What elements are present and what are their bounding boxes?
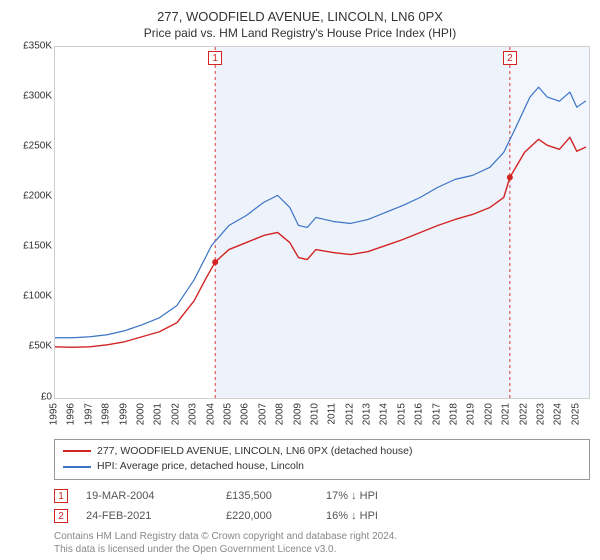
x-tick-label: 2022: [518, 403, 529, 425]
y-tick-label: £250K: [23, 140, 52, 151]
x-tick-label: 2007: [257, 403, 268, 425]
x-tick-label: 2008: [275, 403, 286, 425]
legend-swatch-price-paid: [63, 450, 91, 452]
marker-price-1: £135,500: [226, 490, 326, 502]
x-tick-label: 2010: [309, 403, 320, 425]
x-tick-label: 2014: [379, 403, 390, 425]
marker-flag-1: 1: [208, 51, 222, 65]
chart-subtitle: Price paid vs. HM Land Registry's House …: [10, 26, 590, 40]
legend-label-hpi: HPI: Average price, detached house, Linc…: [97, 459, 304, 475]
x-tick-label: 2024: [553, 403, 564, 425]
x-tick-label: 2021: [501, 403, 512, 425]
x-tick-label: 2001: [153, 403, 164, 425]
x-tick-label: 2009: [292, 403, 303, 425]
x-tick-label: 2012: [344, 403, 355, 425]
y-tick-label: £350K: [23, 40, 52, 51]
marker-delta-2: 16% ↓ HPI: [326, 510, 426, 522]
markers-table: 1 19-MAR-2004 £135,500 17% ↓ HPI 2 24-FE…: [54, 486, 590, 526]
legend-swatch-hpi: [63, 466, 91, 468]
x-tick-label: 2000: [135, 403, 146, 425]
x-tick-label: 2025: [570, 403, 581, 425]
marker-price-2: £220,000: [226, 510, 326, 522]
y-tick-label: £0: [41, 391, 52, 402]
x-tick-label: 1997: [83, 403, 94, 425]
license-text: Contains HM Land Registry data © Crown c…: [54, 530, 590, 556]
x-tick-label: 2018: [449, 403, 460, 425]
x-tick-label: 2015: [396, 403, 407, 425]
license-line-1: Contains HM Land Registry data © Crown c…: [54, 530, 590, 543]
x-tick-label: 2006: [240, 403, 251, 425]
plot-region: 12: [54, 46, 590, 399]
plot-svg: [55, 47, 589, 398]
legend: 277, WOODFIELD AVENUE, LINCOLN, LN6 0PX …: [54, 439, 590, 481]
marker-date-2: 24-FEB-2021: [86, 510, 226, 522]
marker-flag-2: 2: [503, 51, 517, 65]
x-tick-label: 1996: [66, 403, 77, 425]
x-tick-label: 2004: [205, 403, 216, 425]
x-tick-label: 2017: [431, 403, 442, 425]
legend-label-price-paid: 277, WOODFIELD AVENUE, LINCOLN, LN6 0PX …: [97, 444, 413, 460]
x-tick-label: 2005: [222, 403, 233, 425]
license-line-2: This data is licensed under the Open Gov…: [54, 543, 590, 556]
x-tick-label: 1998: [101, 403, 112, 425]
marker-badge-1: 1: [54, 489, 68, 503]
marker-badge-2: 2: [54, 509, 68, 523]
x-tick-label: 2013: [362, 403, 373, 425]
x-tick-label: 2011: [327, 403, 338, 425]
y-tick-label: £50K: [29, 341, 52, 352]
legend-row-price-paid: 277, WOODFIELD AVENUE, LINCOLN, LN6 0PX …: [63, 444, 581, 460]
x-tick-label: 2023: [536, 403, 547, 425]
x-tick-label: 2019: [466, 403, 477, 425]
y-tick-label: £150K: [23, 241, 52, 252]
y-tick-label: £100K: [23, 291, 52, 302]
marker-delta-1: 17% ↓ HPI: [326, 490, 426, 502]
chart-title: 277, WOODFIELD AVENUE, LINCOLN, LN6 0PX: [10, 8, 590, 26]
marker-row-2: 2 24-FEB-2021 £220,000 16% ↓ HPI: [54, 506, 590, 526]
x-tick-label: 1995: [49, 403, 60, 425]
x-axis: 1995199619971998199920002001200220032004…: [54, 399, 590, 439]
x-tick-label: 1999: [118, 403, 129, 425]
x-tick-label: 2020: [483, 403, 494, 425]
y-tick-label: £200K: [23, 190, 52, 201]
y-axis: £0£50K£100K£150K£200K£250K£300K£350K: [10, 46, 54, 399]
legend-row-hpi: HPI: Average price, detached house, Linc…: [63, 459, 581, 475]
x-tick-label: 2002: [170, 403, 181, 425]
chart-area: £0£50K£100K£150K£200K£250K£300K£350K 12: [10, 46, 590, 399]
marker-date-1: 19-MAR-2004: [86, 490, 226, 502]
x-tick-label: 2003: [188, 403, 199, 425]
x-tick-label: 2016: [414, 403, 425, 425]
marker-row-1: 1 19-MAR-2004 £135,500 17% ↓ HPI: [54, 486, 590, 506]
y-tick-label: £300K: [23, 90, 52, 101]
